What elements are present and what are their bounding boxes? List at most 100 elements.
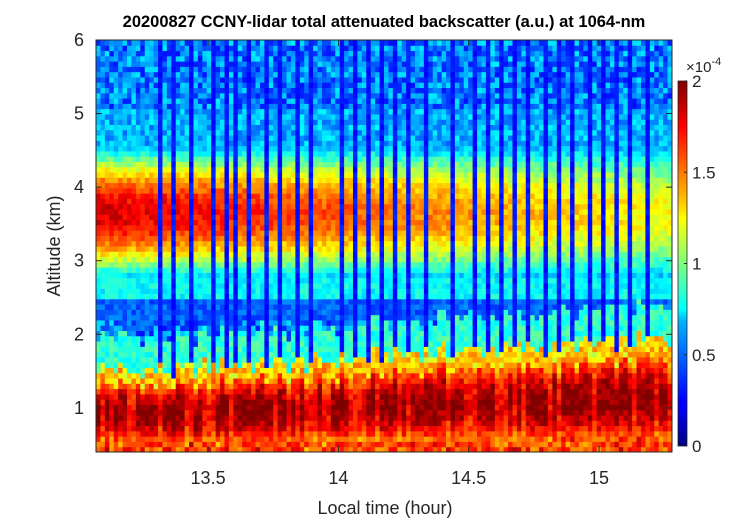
heatmap-cell — [268, 172, 274, 178]
heatmap-cell — [135, 166, 141, 173]
heatmap-cell — [118, 45, 124, 52]
heatmap-cell — [313, 219, 319, 226]
heatmap-cell — [224, 436, 230, 442]
heatmap-cell — [153, 356, 159, 363]
heatmap-cell — [118, 219, 124, 226]
heatmap-cell — [348, 256, 354, 263]
heatmap-cell — [335, 177, 341, 184]
heatmap-cell — [140, 304, 146, 310]
heatmap-cell — [197, 224, 203, 231]
heatmap-cell — [330, 92, 336, 99]
heatmap-cell — [104, 50, 110, 57]
heatmap-cell — [220, 66, 225, 73]
heatmap-cell — [246, 346, 252, 353]
heatmap-cell — [228, 446, 234, 452]
heatmap-cell — [224, 230, 230, 236]
heatmap-cell — [357, 124, 363, 131]
heatmap-cell — [189, 362, 194, 368]
heatmap-cell — [326, 325, 332, 332]
heatmap-cell — [140, 76, 146, 83]
heatmap-cell — [135, 272, 141, 279]
heatmap-cell — [220, 415, 225, 421]
heatmap-cell — [259, 420, 265, 427]
heatmap-cell — [220, 235, 225, 242]
heatmap-cell — [304, 219, 310, 226]
heatmap-cell — [326, 272, 332, 279]
heatmap-cell — [197, 66, 203, 73]
heatmap-cell — [326, 108, 332, 115]
heatmap-cell — [361, 282, 367, 289]
heatmap-cell — [228, 219, 234, 226]
heatmap-cell — [304, 362, 310, 368]
heatmap-cell — [180, 267, 186, 273]
heatmap-cell — [224, 150, 230, 157]
heatmap-cell — [317, 230, 323, 236]
heatmap-cell — [215, 45, 221, 52]
heatmap-cell — [131, 224, 137, 231]
heatmap-cell — [197, 246, 203, 252]
heatmap-cell — [361, 298, 367, 305]
heatmap-cell — [202, 145, 208, 152]
heatmap-cell — [118, 66, 124, 73]
heatmap-cell — [286, 309, 292, 316]
heatmap-cell — [282, 55, 288, 62]
heatmap-cell — [189, 161, 194, 168]
heatmap-cell — [233, 293, 239, 300]
heatmap-cell — [268, 277, 274, 284]
heatmap-cell — [242, 298, 248, 305]
heatmap-cell — [100, 282, 106, 289]
heatmap-cell — [242, 404, 248, 411]
heatmap-cell — [104, 55, 110, 62]
heatmap-cell — [96, 209, 101, 215]
heatmap-cell — [375, 420, 381, 427]
heatmap-cell — [180, 82, 186, 89]
heatmap-cell — [109, 209, 115, 215]
heatmap-cell — [259, 409, 265, 416]
heatmap-cell — [304, 113, 310, 120]
heatmap-cell — [344, 76, 350, 83]
heatmap-cell — [317, 288, 323, 295]
heatmap-cell — [228, 251, 234, 258]
heatmap-cell — [197, 61, 203, 67]
heatmap-cell — [122, 71, 128, 78]
heatmap-cell — [175, 198, 181, 205]
heatmap-cell — [268, 325, 274, 332]
heatmap-cell — [375, 230, 381, 236]
heatmap-cell — [224, 71, 230, 78]
heatmap-cell — [282, 378, 288, 384]
heatmap-cell — [348, 113, 354, 120]
heatmap-cell — [255, 55, 261, 62]
heatmap-cell — [171, 224, 177, 231]
heatmap-cell — [233, 415, 239, 421]
heatmap-cell — [96, 367, 101, 374]
heatmap-cell — [242, 61, 248, 67]
heatmap-cell — [100, 415, 106, 421]
heatmap-cell — [158, 367, 163, 374]
heatmap-cell — [251, 420, 257, 427]
heatmap-cell — [113, 415, 119, 421]
heatmap-cell — [246, 172, 252, 178]
heatmap-cell — [113, 240, 119, 247]
heatmap-cell — [295, 415, 301, 421]
heatmap-cell — [348, 246, 354, 252]
heatmap-cell — [171, 156, 177, 162]
heatmap-cell — [251, 378, 257, 384]
heatmap-cell — [352, 230, 358, 236]
heatmap-cell — [321, 45, 327, 52]
heatmap-cell — [237, 98, 243, 104]
heatmap-cell — [370, 256, 376, 263]
heatmap-cell — [237, 156, 243, 162]
heatmap-cell — [282, 66, 288, 73]
heatmap-cell — [304, 140, 310, 147]
heatmap-cell — [184, 82, 190, 89]
heatmap-cell — [109, 267, 115, 273]
heatmap-cell — [255, 161, 261, 168]
heatmap-cell — [96, 230, 101, 236]
heatmap-cell — [321, 420, 327, 427]
heatmap-cell — [290, 87, 296, 94]
heatmap-cell — [233, 92, 239, 99]
heatmap-cell — [131, 166, 137, 173]
heatmap-cell — [158, 71, 163, 78]
heatmap-cell — [189, 393, 194, 400]
heatmap-cell — [189, 309, 194, 316]
